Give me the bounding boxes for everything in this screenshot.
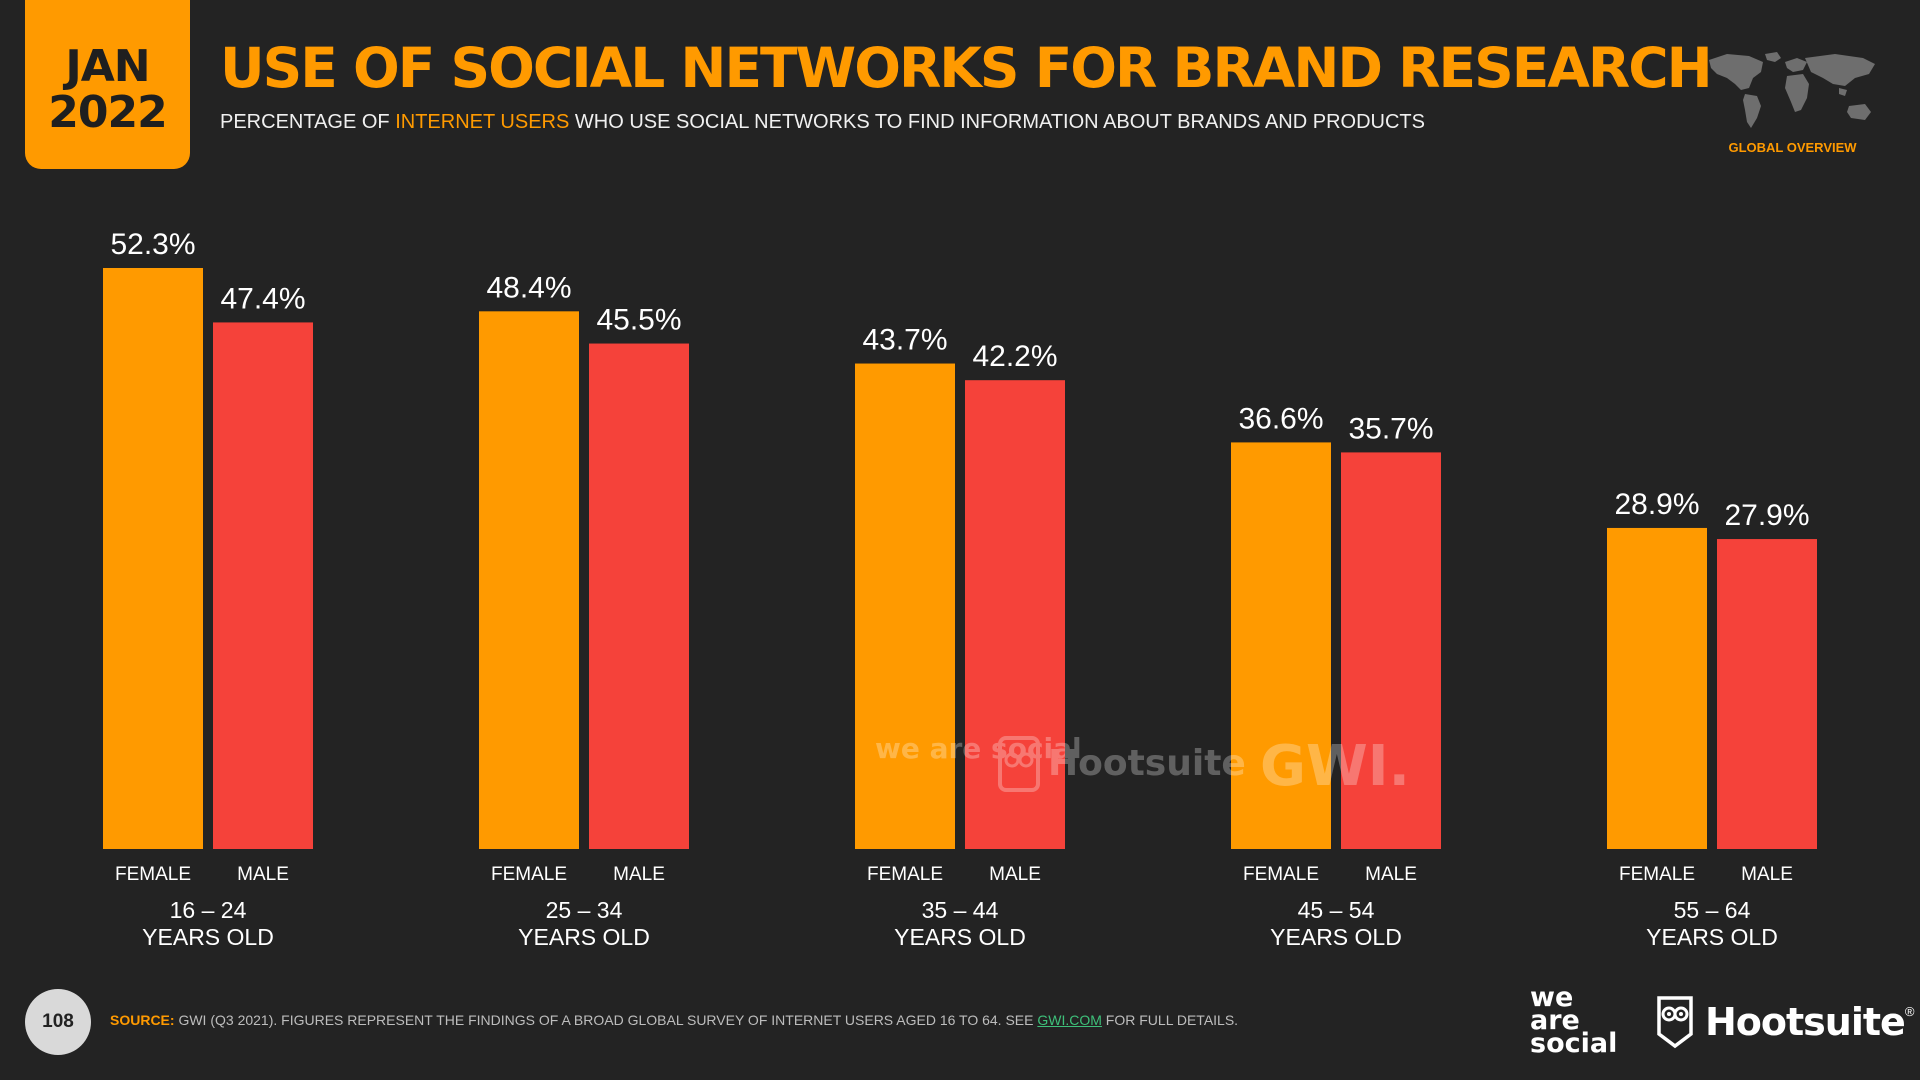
bar-female-2 xyxy=(855,363,955,849)
logo-word-2: are xyxy=(1530,1005,1580,1036)
series-label-male-2: MALE xyxy=(989,864,1041,885)
category-label-3: 45 – 54 xyxy=(1298,897,1375,923)
logo-word-1: we xyxy=(1530,982,1574,1013)
bar-male-1 xyxy=(589,343,689,849)
bar-male-4 xyxy=(1717,539,1817,849)
page-number: 108 xyxy=(25,989,91,1055)
bar-female-0 xyxy=(103,267,203,850)
series-label-male-3: MALE xyxy=(1365,864,1417,885)
data-label-male-2: 42.2% xyxy=(972,340,1057,373)
category-sublabel-2: YEARS OLD xyxy=(894,924,1026,950)
data-label-female-1: 48.4% xyxy=(486,271,571,304)
series-label-male-1: MALE xyxy=(613,864,665,885)
date-month: JAN xyxy=(65,40,150,92)
logo-word-3: social xyxy=(1530,1028,1618,1059)
we-are-social-logo: we are social xyxy=(1530,982,1630,1059)
hootsuite-owl-icon xyxy=(1657,996,1693,1049)
data-label-female-4: 28.9% xyxy=(1614,488,1699,521)
category-label-1: 25 – 34 xyxy=(546,897,623,923)
subtitle-suffix: WHO USE SOCIAL NETWORKS TO FIND INFORMAT… xyxy=(569,111,1425,133)
bar-female-3 xyxy=(1231,442,1331,849)
category-sublabel-1: YEARS OLD xyxy=(518,924,650,950)
bar-female-4 xyxy=(1607,527,1707,849)
region-label: GLOBAL OVERVIEW xyxy=(1728,140,1857,155)
source-text: GWI (Q3 2021). FIGURES REPRESENT THE FIN… xyxy=(174,1012,1038,1028)
world-map-icon xyxy=(1705,48,1880,132)
subtitle-prefix: PERCENTAGE OF xyxy=(220,111,396,133)
source-label: SOURCE: xyxy=(110,1012,175,1028)
data-label-male-0: 47.4% xyxy=(220,282,305,315)
page-title: USE OF SOCIAL NETWORKS FOR BRAND RESEARC… xyxy=(220,36,1713,100)
bar-male-3 xyxy=(1341,452,1441,849)
series-label-female-3: FEMALE xyxy=(1243,864,1319,885)
source-note: SOURCE: GWI (Q3 2021). FIGURES REPRESENT… xyxy=(110,1012,1238,1028)
hootsuite-logo: Hootsuite ® xyxy=(1655,992,1914,1052)
subtitle-highlight: INTERNET USERS xyxy=(395,111,570,133)
category-label-0: 16 – 24 xyxy=(170,897,247,923)
category-label-4: 55 – 64 xyxy=(1674,897,1751,923)
category-sublabel-4: YEARS OLD xyxy=(1646,924,1778,950)
bar-female-1 xyxy=(479,311,579,849)
category-sublabel-3: YEARS OLD xyxy=(1270,924,1402,950)
registered-mark: ® xyxy=(1904,1004,1915,1019)
series-label-female-2: FEMALE xyxy=(867,864,943,885)
data-label-female-0: 52.3% xyxy=(110,228,195,261)
series-label-female-0: FEMALE xyxy=(115,864,191,885)
data-label-female-3: 36.6% xyxy=(1238,402,1323,435)
data-label-female-2: 43.7% xyxy=(862,324,947,357)
page-subtitle: PERCENTAGE OF INTERNET USERS WHO USE SOC… xyxy=(220,111,1425,134)
bar-male-0 xyxy=(213,322,313,849)
date-badge: JAN 2022 xyxy=(25,0,190,169)
data-label-male-3: 35.7% xyxy=(1348,412,1433,445)
category-label-2: 35 – 44 xyxy=(922,897,999,923)
data-label-male-4: 27.9% xyxy=(1724,499,1809,532)
date-year: 2022 xyxy=(48,86,167,138)
series-label-female-1: FEMALE xyxy=(491,864,567,885)
hootsuite-wordmark: Hootsuite xyxy=(1705,1000,1906,1044)
source-link[interactable]: GWI.COM xyxy=(1037,1012,1102,1028)
bar-male-2 xyxy=(965,380,1065,849)
source-end: FOR FULL DETAILS. xyxy=(1101,1012,1239,1028)
series-label-male-0: MALE xyxy=(237,864,289,885)
category-sublabel-0: YEARS OLD xyxy=(142,924,274,950)
data-label-male-1: 45.5% xyxy=(596,304,681,337)
series-label-female-4: FEMALE xyxy=(1619,864,1695,885)
series-label-male-4: MALE xyxy=(1741,864,1793,885)
